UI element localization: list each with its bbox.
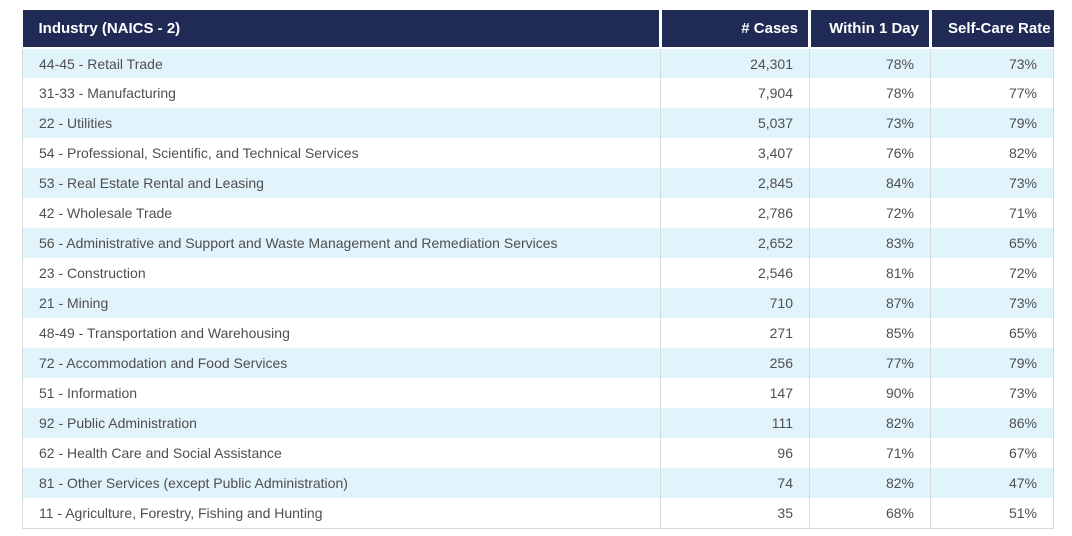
cases-cell: 271	[660, 318, 810, 348]
within-1-day-cell: 78%	[809, 48, 931, 78]
within-1-day-cell: 83%	[809, 228, 931, 258]
table-row: 72 - Accommodation and Food Services 256…	[22, 348, 1054, 378]
within-1-day-cell: 72%	[809, 198, 931, 228]
within-1-day-cell: 71%	[809, 438, 931, 468]
table-row: 56 - Administrative and Support and Wast…	[22, 228, 1054, 258]
within-1-day-cell: 81%	[809, 258, 931, 288]
column-header-industry[interactable]: Industry (NAICS - 2)	[22, 10, 661, 49]
within-1-day-cell: 73%	[809, 108, 931, 138]
table-row: 51 - Information 147 90% 73%	[22, 378, 1054, 408]
table-row: 22 - Utilities 5,037 73% 79%	[22, 108, 1054, 138]
cases-cell: 2,652	[660, 228, 810, 258]
self-care-rate-cell: 82%	[930, 138, 1054, 168]
table-row: 92 - Public Administration 111 82% 86%	[22, 408, 1054, 438]
cases-cell: 3,407	[660, 138, 810, 168]
self-care-rate-cell: 65%	[930, 318, 1054, 348]
self-care-rate-cell: 77%	[930, 78, 1054, 108]
cases-cell: 147	[660, 378, 810, 408]
cases-cell: 2,546	[660, 258, 810, 288]
industry-cell: 42 - Wholesale Trade	[22, 198, 661, 228]
within-1-day-cell: 90%	[809, 378, 931, 408]
within-1-day-cell: 82%	[809, 408, 931, 438]
table-row: 48-49 - Transportation and Warehousing 2…	[22, 318, 1054, 348]
within-1-day-cell: 77%	[809, 348, 931, 378]
column-header-cases[interactable]: # Cases	[659, 10, 810, 49]
within-1-day-cell: 85%	[809, 318, 931, 348]
industry-cell: 53 - Real Estate Rental and Leasing	[22, 168, 661, 198]
cases-cell: 710	[660, 288, 810, 318]
table-row: 21 - Mining 710 87% 73%	[22, 288, 1054, 318]
column-header-self-care-rate[interactable]: Self-Care Rate	[929, 10, 1054, 49]
self-care-rate-cell: 67%	[930, 438, 1054, 468]
table-row: 81 - Other Services (except Public Admin…	[22, 468, 1054, 498]
table-row: 23 - Construction 2,546 81% 72%	[22, 258, 1054, 288]
industry-cell: 51 - Information	[22, 378, 661, 408]
self-care-rate-cell: 79%	[930, 348, 1054, 378]
within-1-day-cell: 84%	[809, 168, 931, 198]
self-care-rate-cell: 79%	[930, 108, 1054, 138]
self-care-rate-cell: 86%	[930, 408, 1054, 438]
self-care-rate-cell: 73%	[930, 288, 1054, 318]
self-care-rate-cell: 65%	[930, 228, 1054, 258]
industry-cell: 48-49 - Transportation and Warehousing	[22, 318, 661, 348]
industry-table: Industry (NAICS - 2) # Cases Within 1 Da…	[22, 10, 1054, 529]
cases-cell: 5,037	[660, 108, 810, 138]
table-row: 31-33 - Manufacturing 7,904 78% 77%	[22, 78, 1054, 108]
industry-cell: 31-33 - Manufacturing	[22, 78, 661, 108]
cases-cell: 24,301	[660, 48, 810, 78]
self-care-rate-cell: 73%	[930, 48, 1054, 78]
cases-cell: 96	[660, 438, 810, 468]
table-row: 42 - Wholesale Trade 2,786 72% 71%	[22, 198, 1054, 228]
industry-cell: 62 - Health Care and Social Assistance	[22, 438, 661, 468]
self-care-rate-cell: 51%	[930, 498, 1054, 529]
within-1-day-cell: 76%	[809, 138, 931, 168]
cases-cell: 2,845	[660, 168, 810, 198]
self-care-rate-cell: 72%	[930, 258, 1054, 288]
industry-cell: 23 - Construction	[22, 258, 661, 288]
industry-table-visual: Industry (NAICS - 2) # Cases Within 1 Da…	[22, 10, 1054, 529]
column-header-within-1-day[interactable]: Within 1 Day	[808, 10, 931, 49]
table-row: 11 - Agriculture, Forestry, Fishing and …	[22, 498, 1054, 529]
cases-cell: 2,786	[660, 198, 810, 228]
cases-cell: 111	[660, 408, 810, 438]
industry-cell: 54 - Professional, Scientific, and Techn…	[22, 138, 661, 168]
table-row: 44-45 - Retail Trade 24,301 78% 73%	[22, 48, 1054, 78]
table-header-row: Industry (NAICS - 2) # Cases Within 1 Da…	[22, 10, 1054, 49]
cases-cell: 7,904	[660, 78, 810, 108]
within-1-day-cell: 82%	[809, 468, 931, 498]
within-1-day-cell: 78%	[809, 78, 931, 108]
industry-cell: 92 - Public Administration	[22, 408, 661, 438]
industry-cell: 72 - Accommodation and Food Services	[22, 348, 661, 378]
table-row: 54 - Professional, Scientific, and Techn…	[22, 138, 1054, 168]
industry-cell: 56 - Administrative and Support and Wast…	[22, 228, 661, 258]
industry-cell: 81 - Other Services (except Public Admin…	[22, 468, 661, 498]
table-row: 53 - Real Estate Rental and Leasing 2,84…	[22, 168, 1054, 198]
cases-cell: 74	[660, 468, 810, 498]
table-row: 62 - Health Care and Social Assistance 9…	[22, 438, 1054, 468]
industry-cell: 22 - Utilities	[22, 108, 661, 138]
cases-cell: 35	[660, 498, 810, 529]
industry-cell: 21 - Mining	[22, 288, 661, 318]
self-care-rate-cell: 71%	[930, 198, 1054, 228]
industry-cell: 44-45 - Retail Trade	[22, 48, 661, 78]
industry-cell: 11 - Agriculture, Forestry, Fishing and …	[22, 498, 661, 529]
cases-cell: 256	[660, 348, 810, 378]
within-1-day-cell: 87%	[809, 288, 931, 318]
self-care-rate-cell: 73%	[930, 168, 1054, 198]
within-1-day-cell: 68%	[809, 498, 931, 529]
self-care-rate-cell: 47%	[930, 468, 1054, 498]
self-care-rate-cell: 73%	[930, 378, 1054, 408]
